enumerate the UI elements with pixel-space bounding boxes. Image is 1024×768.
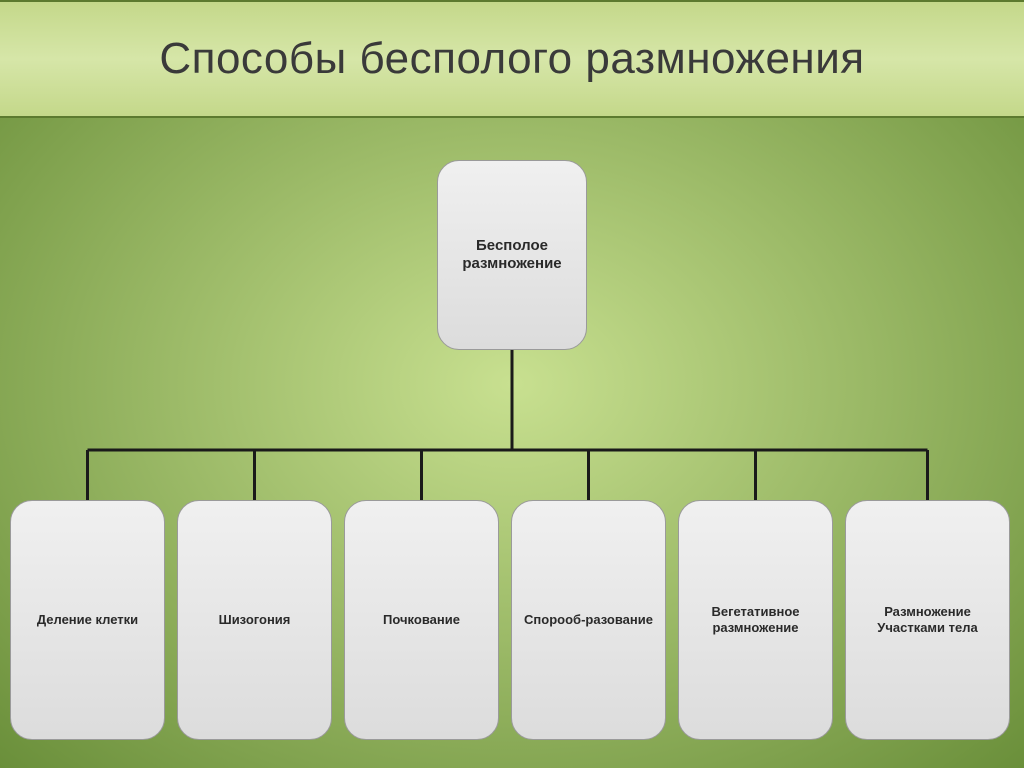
title-band: Способы бесполого размножения bbox=[0, 0, 1024, 118]
slide: Способы бесполого размножения Бесполое р… bbox=[0, 0, 1024, 768]
child-node-0: Деление клетки bbox=[10, 500, 165, 740]
child-node-5: Размножение Участками тела bbox=[845, 500, 1010, 740]
child-node-1: Шизогония bbox=[177, 500, 332, 740]
page-title: Способы бесполого размножения bbox=[159, 34, 864, 84]
org-diagram: Бесполое размножение Деление клеткиШизого… bbox=[0, 150, 1024, 768]
child-node-4: Вегетативное размножение bbox=[678, 500, 833, 740]
child-node-2: Почкование bbox=[344, 500, 499, 740]
root-node: Бесполое размножение bbox=[437, 160, 587, 350]
child-node-3: Спорооб-разование bbox=[511, 500, 666, 740]
